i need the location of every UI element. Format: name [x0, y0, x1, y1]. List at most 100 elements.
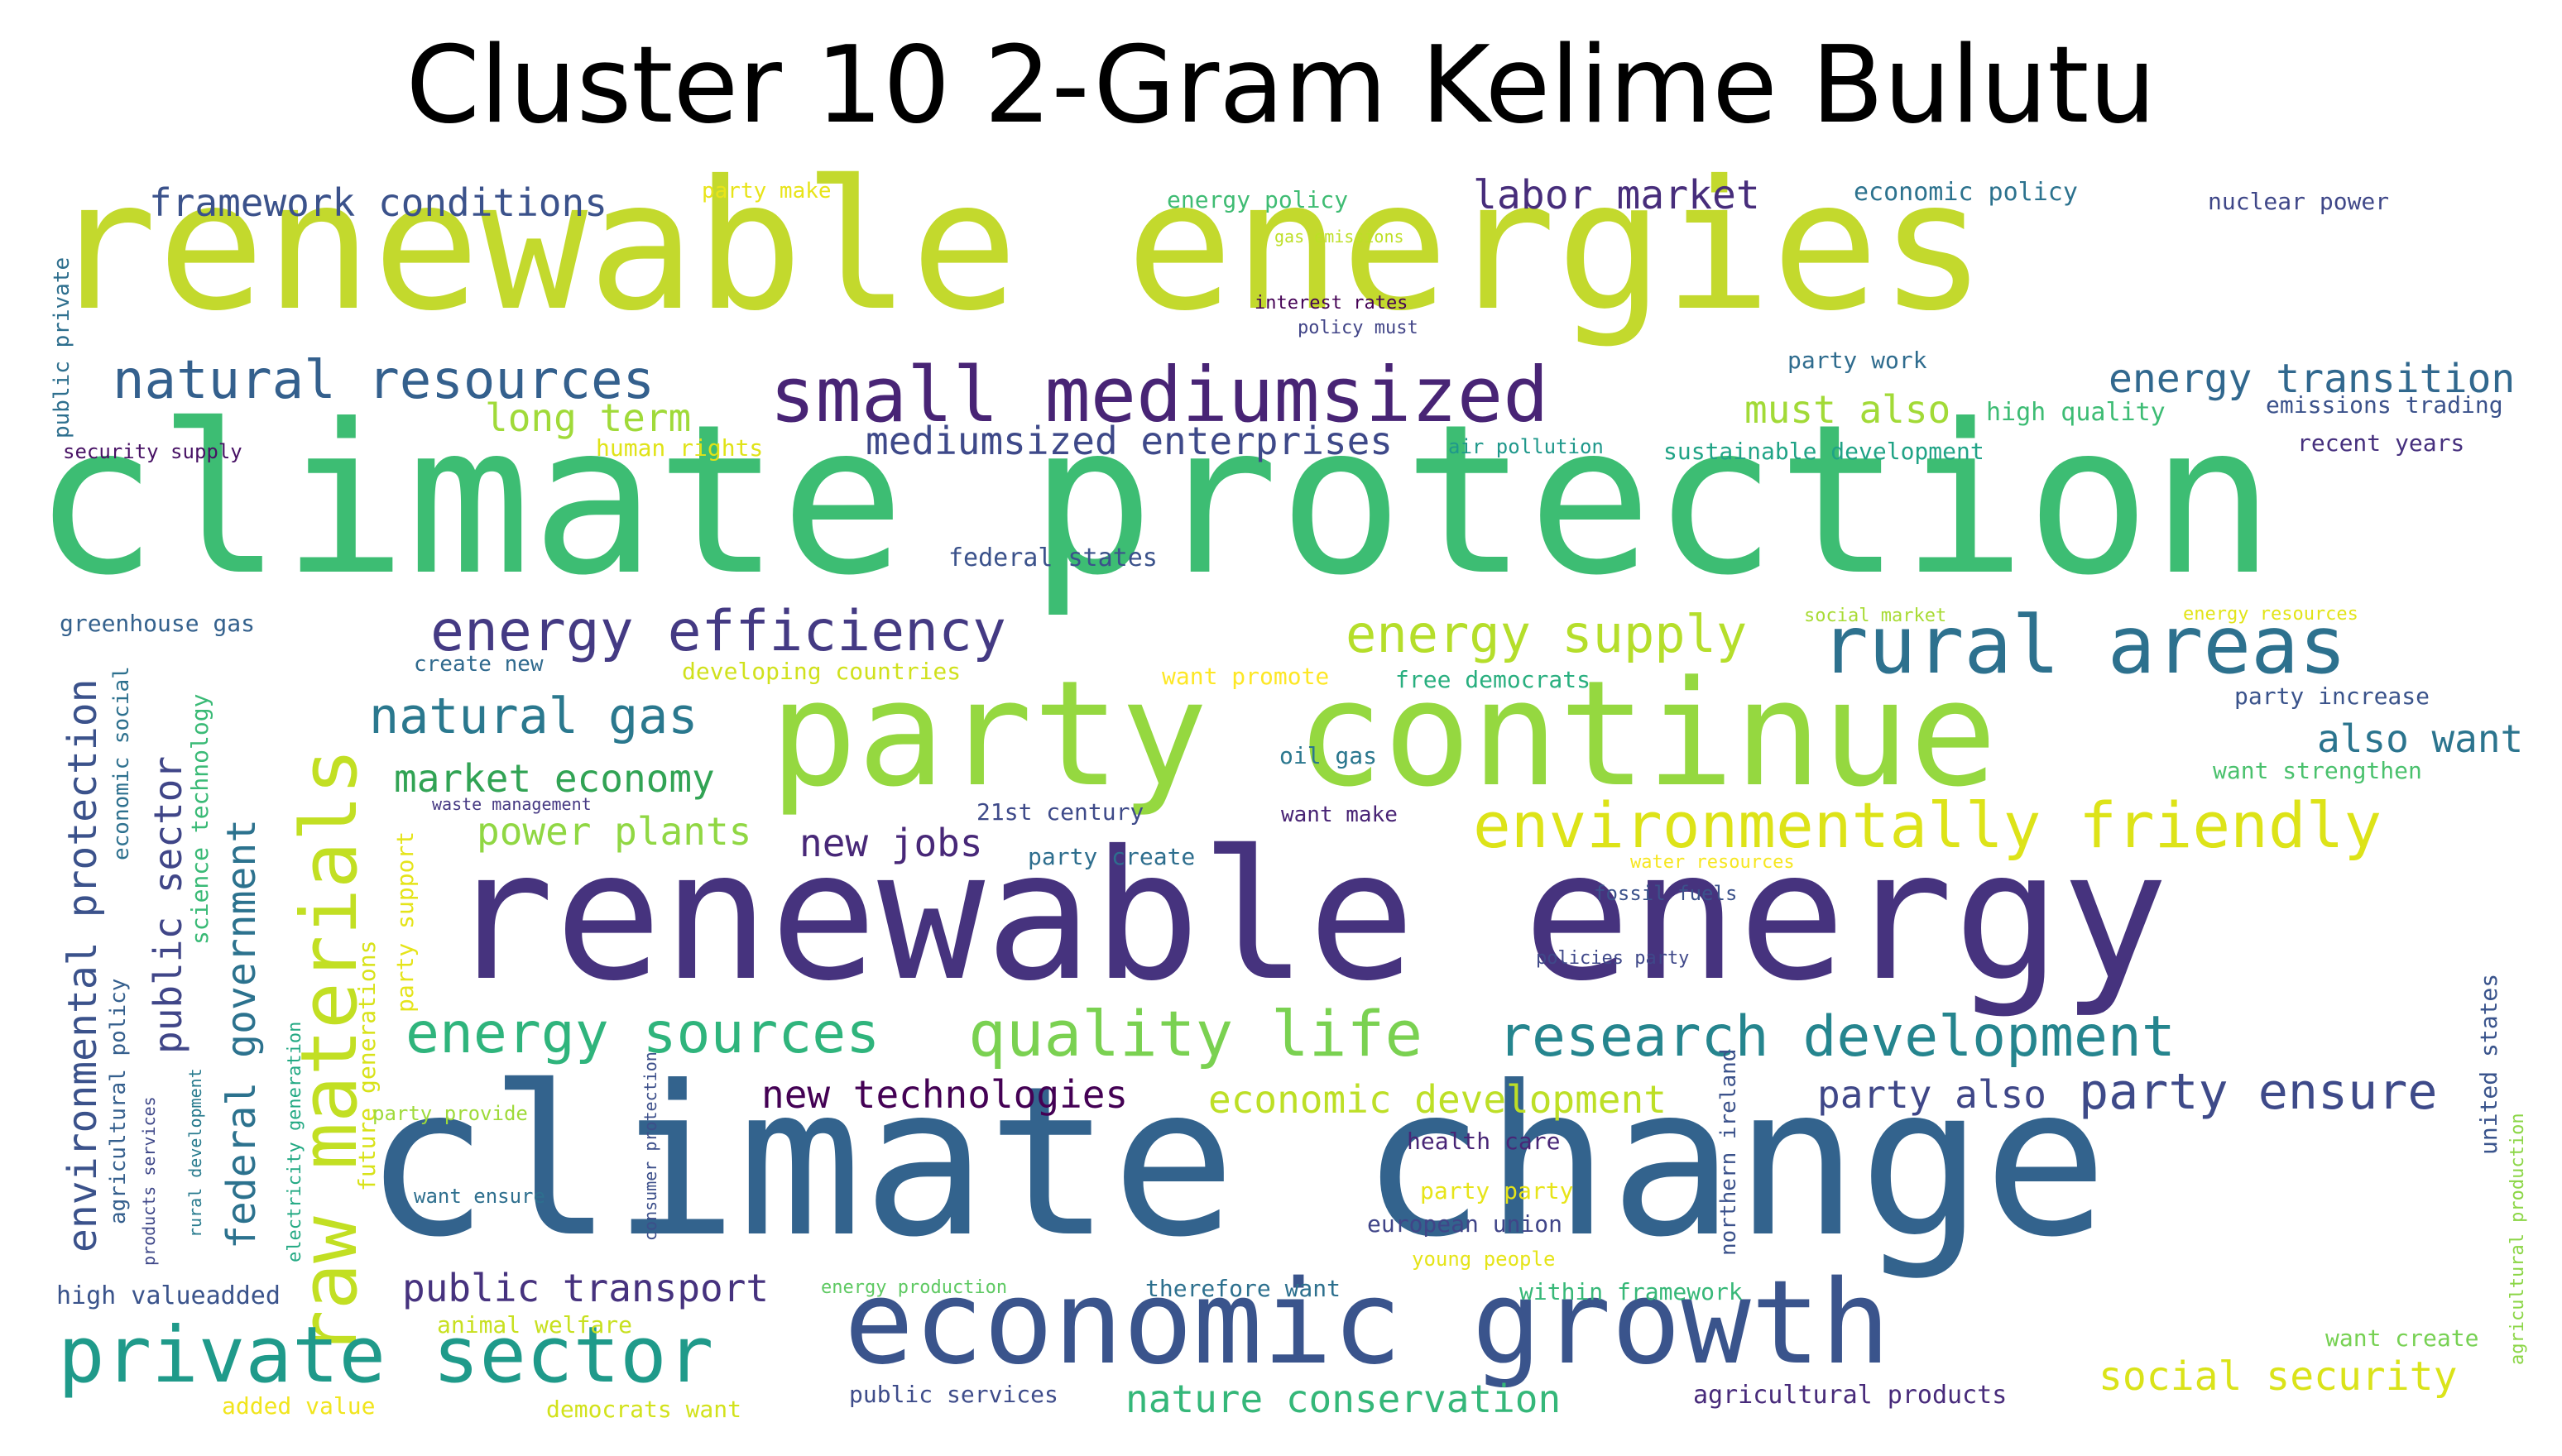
cloud-word: added value [222, 1392, 376, 1420]
cloud-word: renewable energy [447, 812, 2169, 1020]
cloud-word: agricultural production [2507, 1113, 2528, 1365]
cloud-word: labor market [1473, 172, 1760, 218]
cloud-word: greenhouse gas [60, 610, 256, 637]
cloud-word: energy supply [1346, 604, 1748, 664]
cloud-word: environmentally friendly [1473, 788, 2382, 862]
cloud-word: recent years [2297, 429, 2465, 457]
cloud-word: nuclear power [2208, 188, 2390, 215]
cloud-word: electricity generation [285, 1021, 305, 1262]
cloud-word: social market [1804, 606, 1947, 626]
cloud-word: developing countries [682, 658, 962, 685]
cloud-word: new jobs [799, 821, 983, 865]
cloud-word: energy resources [2183, 604, 2358, 625]
cloud-word: high quality [1986, 398, 2166, 427]
cloud-word: small mediumsized [770, 351, 1549, 439]
cloud-word: want ensure [414, 1185, 545, 1208]
cloud-word: within framework [1519, 1278, 1743, 1305]
cloud-word: economic policy [1854, 178, 2078, 207]
cloud-word: united states [2475, 973, 2502, 1155]
cloud-word: waste management [432, 794, 592, 814]
cloud-word: climate protection [33, 380, 2276, 620]
cloud-word: sustainable development [1663, 438, 1984, 465]
cloud-word: gas emissions [1274, 227, 1404, 247]
cloud-word: air pollution [1448, 435, 1604, 458]
cloud-word: public transport [402, 1266, 770, 1310]
cloud-word: natural gas [369, 687, 698, 745]
cloud-word: party also [1817, 1072, 2046, 1117]
cloud-word: consumer protection [640, 1051, 660, 1241]
cloud-word: energy transition [2109, 356, 2516, 402]
cloud-word: 21st century [976, 798, 1144, 826]
cloud-word: therefore want [1145, 1275, 1341, 1302]
cloud-word: environmental protection [60, 678, 106, 1252]
cloud-word: want make [1281, 802, 1398, 827]
cloud-word: public private [50, 256, 74, 438]
cloud-word: policies party [1536, 948, 1690, 969]
cloud-word: human rights [596, 434, 764, 462]
cloud-word: create new [414, 652, 544, 677]
cloud-word: want create [2325, 1324, 2479, 1352]
cloud-word: policy must [1298, 318, 1418, 338]
cloud-word: energy sources [405, 1001, 880, 1066]
cloud-word: economic development [1208, 1077, 1667, 1122]
cloud-word: must also [1744, 387, 1951, 432]
cloud-word: future generations [353, 940, 381, 1191]
cloud-word: want strengthen [2213, 757, 2422, 784]
cloud-word: research development [1498, 1004, 2176, 1070]
cloud-word: party increase [2234, 682, 2430, 710]
cloud-word: climate change [364, 1042, 2109, 1282]
cloud-word: rural areas [1821, 599, 2347, 692]
cloud-word: economic social [109, 666, 134, 860]
cloud-word: federal government [218, 818, 265, 1249]
cloud-word: water resources [1630, 852, 1795, 873]
cloud-word: products services [139, 1096, 159, 1266]
cloud-word: public sector [146, 755, 190, 1054]
cloud-word: free democrats [1395, 666, 1591, 693]
cloud-word: security supply [63, 440, 242, 463]
cloud-word: high valueadded [56, 1281, 281, 1310]
cloud-word: fossil fuels [1594, 882, 1738, 905]
cloud-word: party continue [770, 649, 1998, 819]
cloud-word: oil gas [1279, 742, 1378, 769]
cloud-word: emissions trading [2266, 391, 2503, 419]
cloud-word: party ensure [2079, 1063, 2438, 1121]
cloud-word: party provide [372, 1102, 528, 1125]
cloud-word: party support [391, 831, 419, 1013]
cloud-word: democrats want [546, 1396, 742, 1423]
cloud-word: animal welfare [437, 1311, 633, 1339]
cloud-word: also want [2317, 716, 2524, 761]
cloud-word: party create [1028, 843, 1196, 870]
cloud-word: northern ireland [1716, 1048, 1741, 1256]
cloud-word: nature conservation [1125, 1377, 1562, 1421]
cloud-word: quality life [968, 997, 1423, 1070]
cloud-word: mediumsized enterprises [866, 419, 1393, 463]
cloud-word: market economy [394, 756, 715, 801]
cloud-word: new technologies [761, 1072, 1129, 1117]
cloud-word: party party [1420, 1177, 1574, 1205]
cloud-word: renewable energies [50, 142, 1987, 350]
cloud-word: agricultural policy [106, 978, 131, 1224]
cloud-word: energy efficiency [430, 599, 1006, 664]
cloud-word: social security [2099, 1353, 2458, 1400]
cloud-word: health care [1407, 1128, 1561, 1155]
cloud-word: economic growth [844, 1256, 1891, 1391]
cloud-word: energy production [821, 1277, 1008, 1298]
cloud-word: european union [1367, 1210, 1563, 1238]
cloud-word: framework conditions [149, 180, 607, 225]
cloud-word: natural resources [113, 350, 655, 411]
cloud-word: long term [485, 395, 692, 440]
cloud-word: power plants [477, 809, 752, 854]
cloud-word: private sector [58, 1310, 714, 1401]
cloud-word: federal states [948, 544, 1158, 572]
cloud-word: rural development [185, 1068, 205, 1238]
cloud-word: agricultural products [1693, 1381, 2008, 1410]
cloud-word: want promote [1162, 663, 1330, 690]
cloud-word: public services [849, 1381, 1058, 1408]
cloud-word: party work [1787, 347, 1927, 374]
cloud-word: party make [702, 179, 832, 204]
page-title: Cluster 10 2-Gram Kelime Bulutu [405, 24, 2157, 147]
cloud-word: young people [1412, 1248, 1556, 1271]
cloud-word: energy policy [1167, 186, 1349, 213]
cloud-word: interest rates [1255, 293, 1408, 314]
